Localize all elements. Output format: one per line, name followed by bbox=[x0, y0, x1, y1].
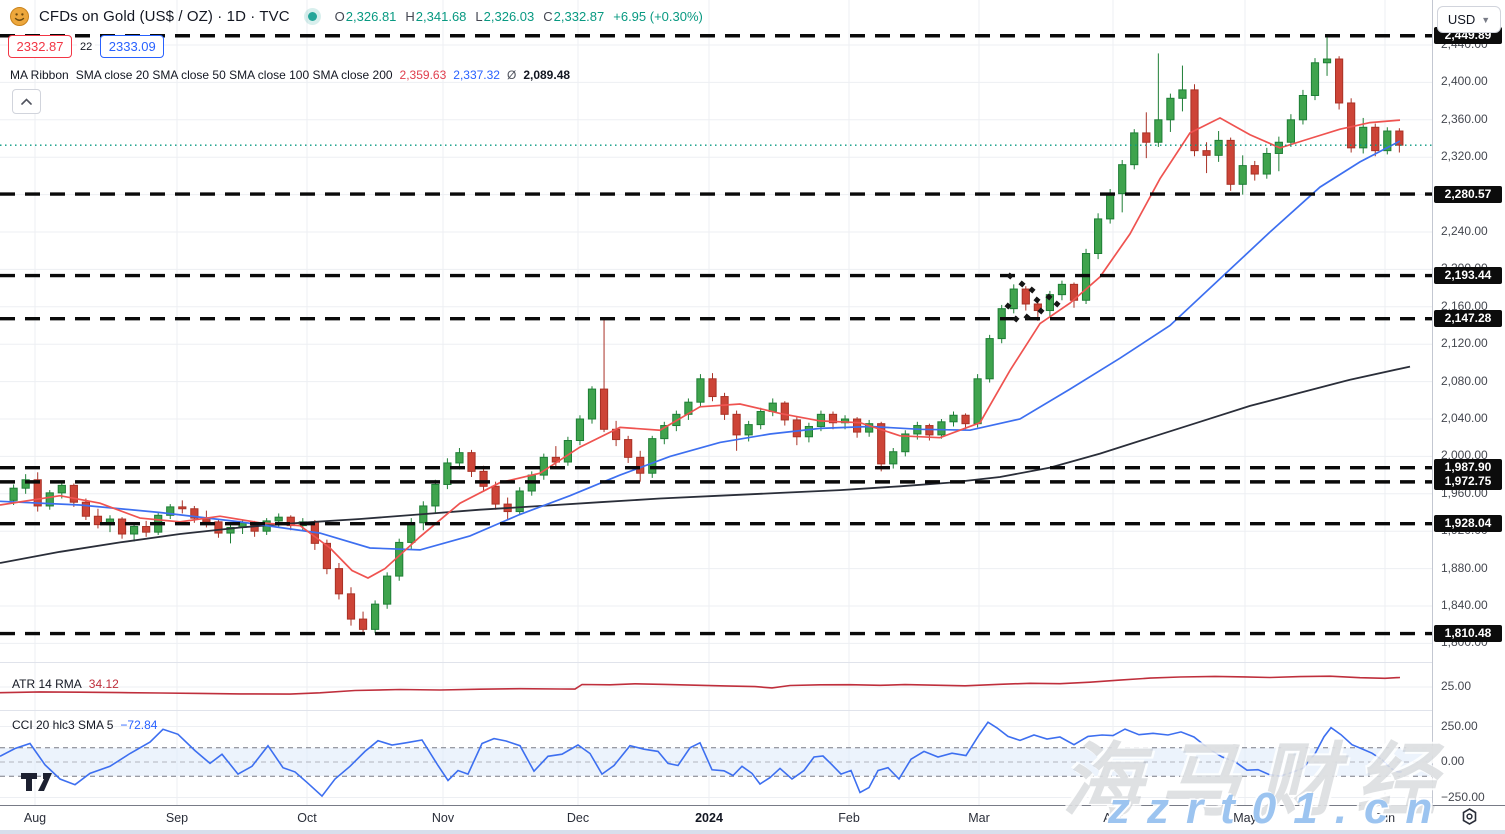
cci-legend[interactable]: CCI 20 hlc3 SMA 5 −72.84 bbox=[12, 718, 157, 732]
month-label: Mar bbox=[968, 811, 990, 825]
sr-levels bbox=[0, 34, 1433, 636]
symbol-header: CFDs on Gold (US$ / OZ) · 1D · TVC O2,32… bbox=[10, 7, 703, 26]
chevron-up-icon bbox=[21, 98, 32, 105]
ma-ribbon-legend[interactable]: MA Ribbon SMA close 20 SMA close 50 SMA … bbox=[10, 68, 570, 82]
quote-panel: 2332.87 22 2333.09 bbox=[8, 35, 165, 58]
level-price-badge: 2,147.28 bbox=[1434, 310, 1502, 328]
low-label: L bbox=[475, 9, 483, 24]
level-price-badge: 2,193.44 bbox=[1434, 267, 1502, 285]
currency-dropdown[interactable]: USD ▼ bbox=[1437, 6, 1501, 33]
cci-line bbox=[0, 721, 1403, 798]
ma-ribbon-params: SMA close 20 SMA close 50 SMA close 100 … bbox=[75, 68, 393, 82]
atr-value: 34.12 bbox=[88, 677, 119, 691]
pattern-marks bbox=[1004, 272, 1061, 323]
high-label: H bbox=[405, 9, 415, 24]
open-label: O bbox=[334, 9, 345, 24]
cci-tick: −250.00 bbox=[1441, 789, 1485, 804]
sma200-line bbox=[0, 365, 1411, 564]
axis-settings-gear-icon[interactable] bbox=[1461, 808, 1478, 825]
atr-title: ATR 14 RMA bbox=[12, 677, 82, 691]
pane-separator-main-atr[interactable] bbox=[0, 662, 1505, 663]
gold-coin-icon bbox=[10, 7, 29, 26]
atr-line bbox=[0, 675, 1401, 695]
price-tick: 2,160.00 bbox=[1441, 298, 1488, 313]
collapse-panel-button[interactable] bbox=[12, 89, 41, 114]
chart-canvas[interactable] bbox=[0, 0, 1433, 805]
price-tick: 2,080.00 bbox=[1441, 373, 1488, 388]
pane-separator-atr-cci[interactable] bbox=[0, 710, 1505, 711]
price-tick: 2,040.00 bbox=[1441, 411, 1488, 425]
time-axis-border bbox=[0, 805, 1505, 806]
ohlc-readout: O2,326.81 H2,341.68 L2,326.03 C2,332.87 … bbox=[335, 9, 703, 24]
sma20-line bbox=[0, 116, 1401, 579]
cci-band bbox=[0, 747, 1433, 777]
grid-layer bbox=[0, 0, 1433, 805]
price-axis-border bbox=[1432, 0, 1433, 830]
price-tick: 2,120.00 bbox=[1441, 336, 1488, 351]
level-price-badge: 2,280.57 bbox=[1434, 185, 1502, 203]
cci-tick: 250.00 bbox=[1441, 718, 1478, 733]
time-axis[interactable]: Aug Sep Oct Nov Dec 2024 Feb Mar Apr May Jun bbox=[0, 806, 1505, 830]
sma20-value: 2,359.63 bbox=[399, 68, 447, 82]
price-tick: 2,320.00 bbox=[1441, 149, 1488, 164]
price-tick: 2,360.00 bbox=[1441, 111, 1488, 126]
price-axis[interactable]: 2,440.002,400.002,360.002,320.002,280.00… bbox=[1433, 0, 1505, 805]
month-label: Apr bbox=[1103, 811, 1123, 825]
high-value: 2,341.68 bbox=[415, 9, 467, 24]
atr-tick: 25.00 bbox=[1441, 679, 1472, 693]
price-tick: 1,880.00 bbox=[1441, 560, 1488, 575]
month-label: Sep bbox=[165, 811, 189, 825]
spread-value: 22 bbox=[77, 40, 96, 53]
month-label: Feb bbox=[838, 811, 860, 825]
sma100-value: Ø bbox=[506, 68, 517, 82]
tradingview-logo[interactable] bbox=[20, 772, 58, 792]
cci-title: CCI 20 hlc3 SMA 5 bbox=[12, 718, 114, 732]
price-tick: 2,240.00 bbox=[1441, 224, 1488, 238]
close-label: C bbox=[543, 9, 553, 24]
price-tick: 1,840.00 bbox=[1441, 598, 1488, 612]
sma50-line bbox=[0, 140, 1401, 551]
month-label: Jun bbox=[1374, 811, 1396, 825]
symbol-title[interactable]: CFDs on Gold (US$ / OZ) · 1D · TVC bbox=[39, 8, 290, 25]
level-price-badge: 1,987.90 bbox=[1434, 459, 1502, 477]
price-tick: 2,000.00 bbox=[1441, 448, 1488, 463]
month-label: Dec bbox=[566, 811, 590, 825]
ma-ribbon-title: MA Ribbon bbox=[10, 68, 69, 82]
month-label: Aug bbox=[23, 811, 47, 825]
buy-button[interactable]: 2333.09 bbox=[100, 35, 165, 58]
cci-tick: 0.00 bbox=[1441, 754, 1465, 768]
chevron-down-icon: ▼ bbox=[1481, 14, 1491, 25]
change-value: +6.95 (+0.30%) bbox=[613, 9, 703, 24]
open-value: 2,326.81 bbox=[345, 9, 397, 24]
candles-layer bbox=[9, 35, 1404, 635]
currency-label: USD bbox=[1447, 12, 1476, 27]
level-price-badge: 1,972.75 bbox=[1434, 473, 1502, 491]
level-price-badge: 1,810.48 bbox=[1434, 625, 1502, 643]
market-status-icon[interactable] bbox=[307, 12, 317, 21]
sma200-value: 2,089.48 bbox=[523, 68, 571, 82]
sell-button[interactable]: 2332.87 bbox=[8, 35, 72, 58]
cci-value: −72.84 bbox=[120, 718, 158, 732]
sma50-value: 2,337.32 bbox=[453, 68, 500, 82]
atr-legend[interactable]: ATR 14 RMA 34.12 bbox=[12, 677, 119, 691]
month-label: Oct bbox=[297, 811, 317, 825]
low-value: 2,326.03 bbox=[483, 9, 535, 24]
month-label: May bbox=[1233, 811, 1257, 825]
close-value: 2,332.87 bbox=[553, 9, 605, 24]
month-label: Nov bbox=[431, 811, 455, 825]
bottom-scrollbar[interactable] bbox=[0, 830, 1505, 834]
month-label: 2024 bbox=[695, 811, 723, 825]
price-tick: 2,400.00 bbox=[1441, 74, 1488, 89]
level-price-badge: 1,928.04 bbox=[1434, 515, 1502, 533]
